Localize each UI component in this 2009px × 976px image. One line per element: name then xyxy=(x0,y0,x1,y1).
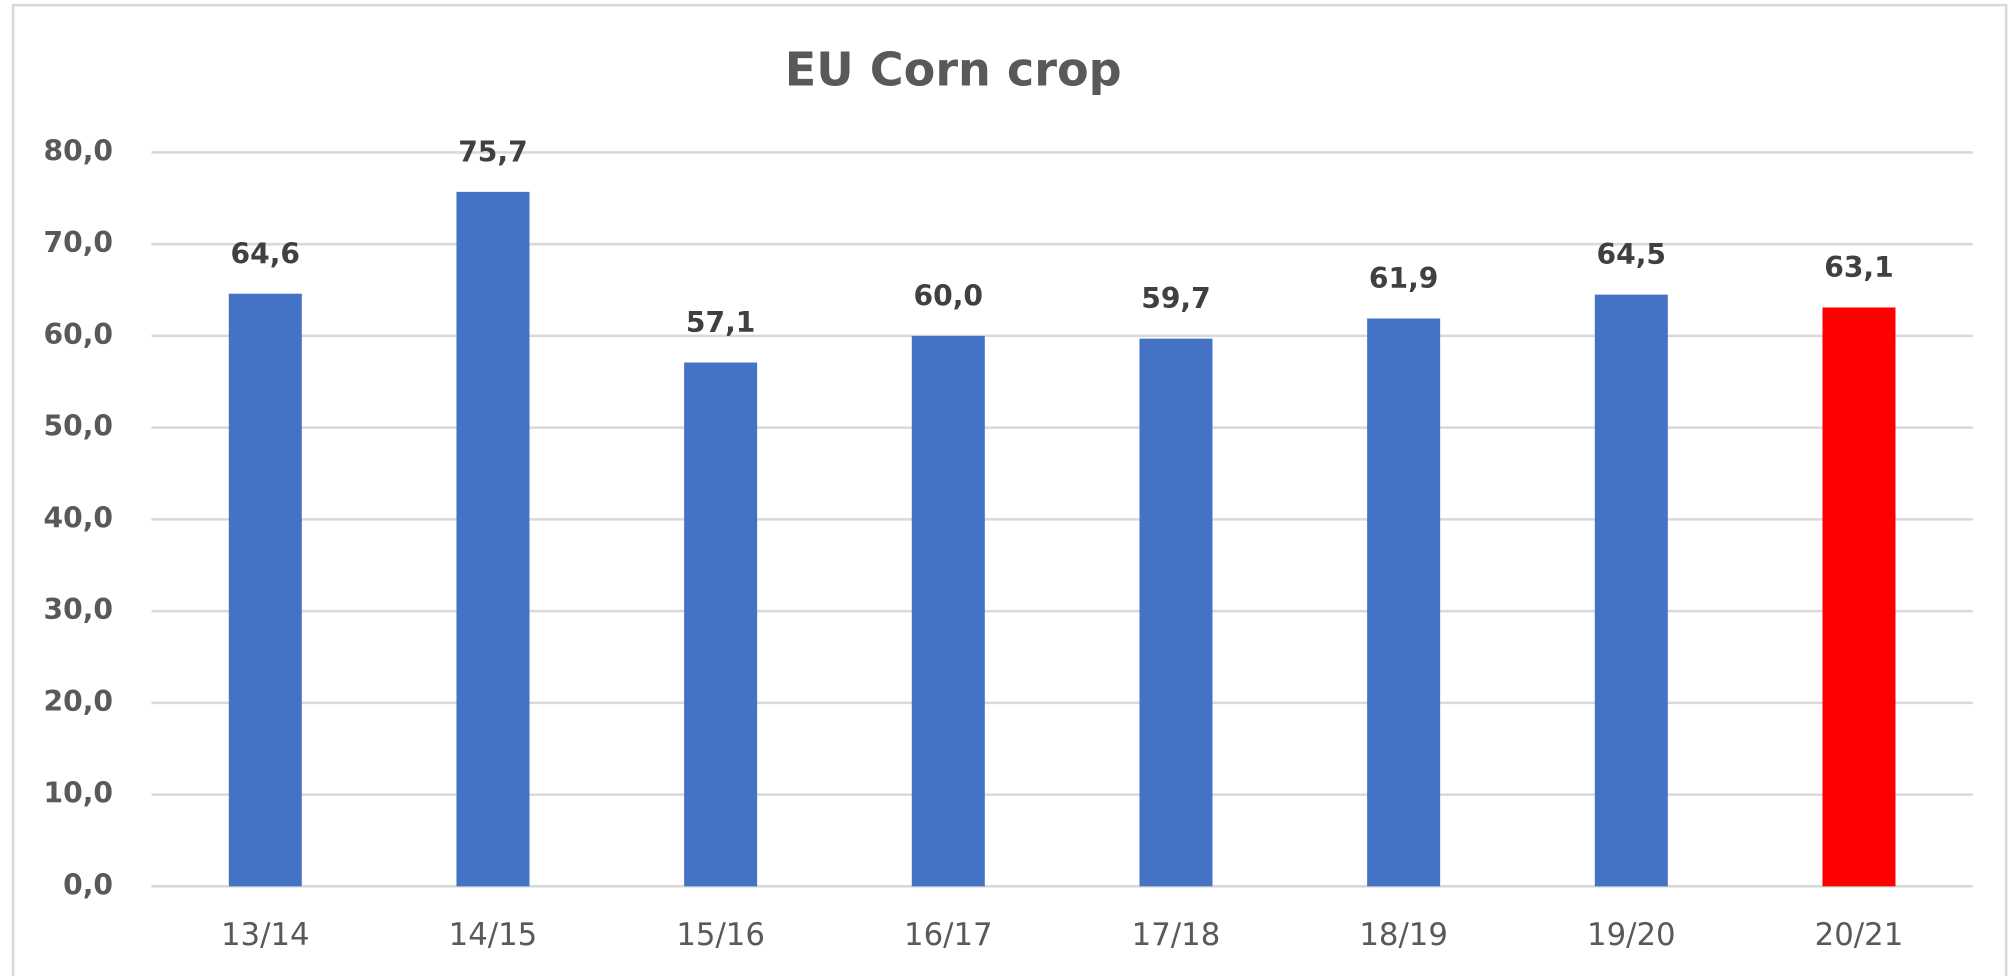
chart-frame xyxy=(11,3,2008,976)
chart-title: EU Corn crop xyxy=(785,43,1122,97)
y-tick-label: 80,0 xyxy=(44,134,113,167)
x-tick-label: 19/20 xyxy=(1587,917,1676,953)
y-tick-label: 20,0 xyxy=(44,685,113,718)
y-tick-label: 50,0 xyxy=(44,410,113,443)
x-tick-label: 20/21 xyxy=(1815,917,1904,953)
data-label: 61,9 xyxy=(1369,262,1438,295)
data-label: 63,1 xyxy=(1824,251,1893,284)
bar xyxy=(456,191,530,887)
bar xyxy=(228,293,302,887)
bar xyxy=(1367,318,1441,887)
y-tick-label: 30,0 xyxy=(44,593,113,626)
y-tick-label: 70,0 xyxy=(44,226,113,259)
x-tick-label: 17/18 xyxy=(1132,917,1221,953)
y-tick-label: 60,0 xyxy=(44,318,113,351)
data-label: 64,6 xyxy=(231,237,300,270)
bar xyxy=(1822,307,1896,887)
x-tick-label: 16/17 xyxy=(904,917,993,953)
x-tick-label: 13/14 xyxy=(221,917,310,953)
bar xyxy=(1139,338,1213,887)
x-tick-label: 18/19 xyxy=(1359,917,1448,953)
data-label: 64,5 xyxy=(1597,238,1666,271)
y-tick-label: 10,0 xyxy=(44,777,113,810)
x-tick-label: 14/15 xyxy=(449,917,538,953)
data-label: 60,0 xyxy=(914,279,983,312)
x-tick-label: 15/16 xyxy=(676,917,765,953)
y-tick-label: 40,0 xyxy=(44,501,113,534)
data-label: 57,1 xyxy=(686,306,755,339)
bar xyxy=(684,362,758,887)
y-tick-label: 0,0 xyxy=(63,868,113,901)
data-label: 59,7 xyxy=(1141,282,1210,315)
bar xyxy=(1594,294,1668,887)
bar xyxy=(911,335,985,887)
data-label: 75,7 xyxy=(458,135,527,168)
